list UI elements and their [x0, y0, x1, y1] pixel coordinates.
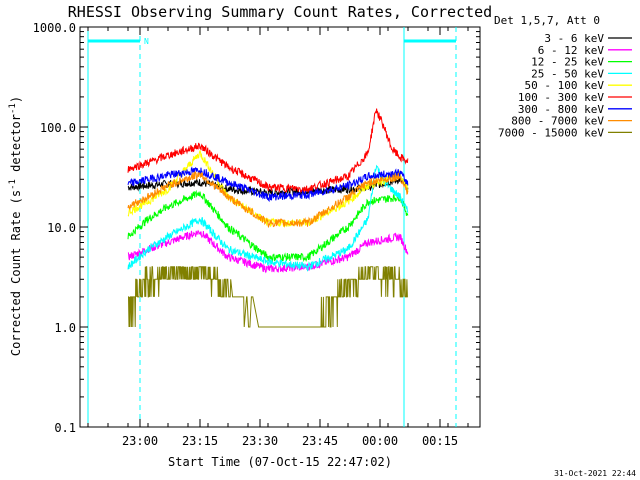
y-axis: 0.1 1.0 10.0 100.0 1000.0 — [33, 21, 480, 435]
legend-entry-label: 3 - 6 keV — [544, 32, 604, 45]
x-tick-label: 00:15 — [422, 434, 458, 448]
series-line — [127, 166, 409, 203]
series-line — [127, 170, 409, 229]
top-bars: N — [88, 37, 456, 46]
top-bar-label: N — [144, 37, 149, 46]
series-line — [127, 229, 409, 274]
x-tick-label: 00:00 — [362, 434, 398, 448]
legend-entry-label: 25 - 50 keV — [531, 67, 604, 80]
legend-entry-label: 50 - 100 keV — [525, 79, 605, 92]
x-tick-label: 23:00 — [122, 434, 158, 448]
legend-entry-label: 800 - 7000 keV — [511, 115, 604, 128]
x-tick-label: 23:45 — [302, 434, 338, 448]
vertical-markers — [87, 27, 457, 427]
y-tick-label: 0.1 — [54, 421, 76, 435]
legend-entry-label: 6 - 12 keV — [538, 44, 605, 57]
series-line — [127, 108, 409, 194]
series-group — [127, 108, 409, 328]
series-line — [127, 164, 409, 272]
chart-title: RHESSI Observing Summary Count Rates, Co… — [68, 3, 492, 21]
y-tick-label: 1000.0 — [33, 21, 76, 35]
series-line — [127, 189, 409, 263]
x-tick-label: 23:30 — [242, 434, 278, 448]
legend-entry-label: 12 - 25 keV — [531, 56, 604, 69]
x-tick-label: 23:15 — [182, 434, 218, 448]
x-axis: 23:00 23:15 23:30 23:45 00:00 00:15 — [87, 27, 469, 448]
legend-entry-label: 300 - 800 keV — [518, 103, 604, 116]
legend-entry-label: 7000 - 15000 keV — [498, 126, 604, 139]
y-tick-label: 100.0 — [40, 121, 76, 135]
legend-header: Det 1,5,7, Att 0 — [494, 14, 600, 27]
series-line — [128, 266, 408, 328]
y-axis-label: Corrected Count Rate (s-1 detector-1) — [8, 96, 23, 356]
y-tick-label: 1.0 — [54, 321, 76, 335]
x-axis-label: Start Time (07-Oct-15 22:47:02) — [168, 455, 392, 469]
legend-entry-label: 100 - 300 keV — [518, 91, 604, 104]
footer-timestamp: 31-Oct-2021 22:44 — [554, 469, 636, 478]
y-tick-label: 10.0 — [47, 221, 76, 235]
